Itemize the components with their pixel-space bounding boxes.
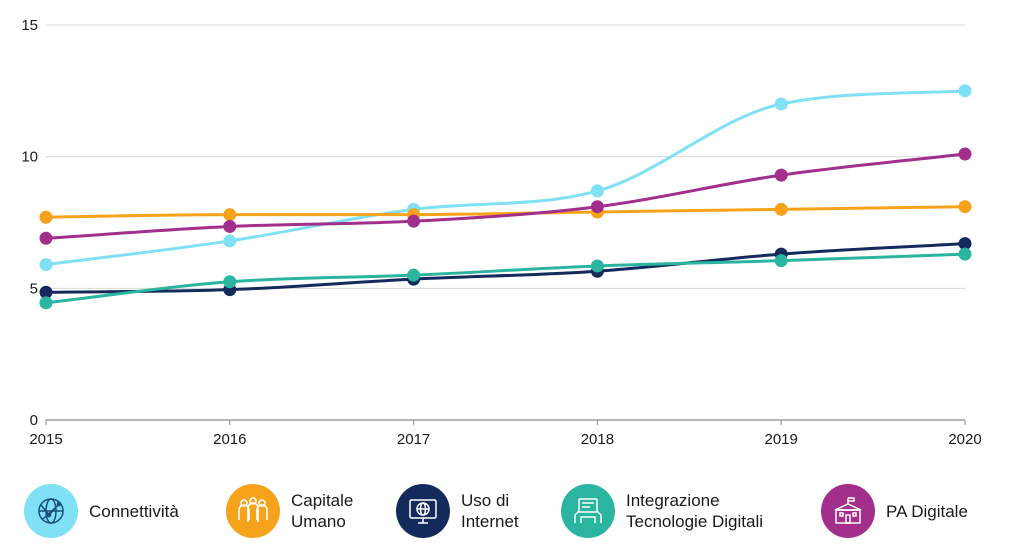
series-lines [39, 84, 972, 310]
globe-network-icon [24, 484, 78, 538]
data-point [590, 259, 604, 273]
computer-globe-icon [396, 484, 450, 538]
series-line [44, 252, 967, 305]
data-point [590, 200, 604, 214]
data-point [39, 258, 53, 272]
line-chart: 0 5 10 15 2015 2016 2017 2018 2019 2020 [21, 17, 981, 448]
x-tick-label: 2015 [29, 431, 62, 448]
series-connettivit- [39, 84, 972, 272]
data-point [958, 247, 972, 261]
axes [45, 419, 966, 425]
data-point [774, 202, 788, 216]
x-tick-label: 2020 [948, 431, 981, 448]
y-tick-label: 10 [21, 149, 38, 166]
tech-integration-icon [561, 484, 615, 538]
legend-item-integrazione-tecnologie-digitali[interactable]: Integrazione Tecnologie Digitali [561, 484, 763, 538]
data-point [39, 285, 53, 299]
series-pa-digitale [39, 147, 972, 245]
legend-item-connettivita[interactable]: Connettività [24, 484, 179, 538]
data-point [774, 97, 788, 111]
data-point [39, 231, 53, 245]
data-point [223, 219, 237, 233]
x-tick-label: 2016 [213, 431, 246, 448]
y-tick-label: 0 [30, 412, 38, 429]
data-point [39, 210, 53, 224]
series-integrazione-tecnologie-digitali [39, 247, 972, 310]
legend-label-line1: Connettività [89, 501, 179, 521]
series-line [44, 242, 967, 294]
data-point [223, 208, 237, 222]
legend-label-line2: Internet [461, 512, 519, 531]
legend-item-capitale-umano[interactable]: Capitale Umano [226, 484, 353, 538]
series-line [44, 205, 967, 219]
x-tick-label: 2017 [397, 431, 430, 448]
legend-label-line1: Uso di [461, 491, 510, 510]
data-point [958, 200, 972, 214]
legend-label-line2: Tecnologie Digitali [626, 512, 764, 531]
x-tick-label: 2018 [581, 431, 614, 448]
data-point [407, 268, 421, 282]
data-point [223, 275, 237, 289]
legend-item-uso-di-internet[interactable]: Uso di Internet [396, 484, 519, 538]
series-line [44, 89, 967, 267]
series-uso-di-internet [39, 237, 972, 299]
series-line [44, 152, 967, 240]
public-building-icon [821, 484, 875, 538]
data-point [407, 214, 421, 228]
legend-label-line1: Integrazione [626, 491, 720, 510]
grid-lines [46, 24, 965, 289]
people-group-icon [226, 484, 280, 538]
data-point [774, 168, 788, 182]
y-tick-label: 5 [30, 280, 38, 297]
data-point [223, 234, 237, 248]
x-tick-label: 2019 [765, 431, 798, 448]
legend: Connettività Capitale Umano Uso di [0, 478, 1012, 547]
data-point [958, 147, 972, 161]
data-point [958, 84, 972, 98]
data-point [39, 296, 53, 310]
legend-label-line2: Umano [291, 512, 346, 531]
data-point [774, 254, 788, 268]
y-tick-label: 15 [21, 17, 38, 34]
data-point [590, 184, 604, 198]
legend-label-line1: PA Digitale [886, 501, 968, 521]
data-point [958, 237, 972, 251]
legend-label-line1: Capitale [291, 491, 354, 510]
legend-item-pa-digitale[interactable]: PA Digitale [821, 484, 968, 538]
tick-labels: 0 5 10 15 2015 2016 2017 2018 2019 2020 [21, 17, 981, 448]
